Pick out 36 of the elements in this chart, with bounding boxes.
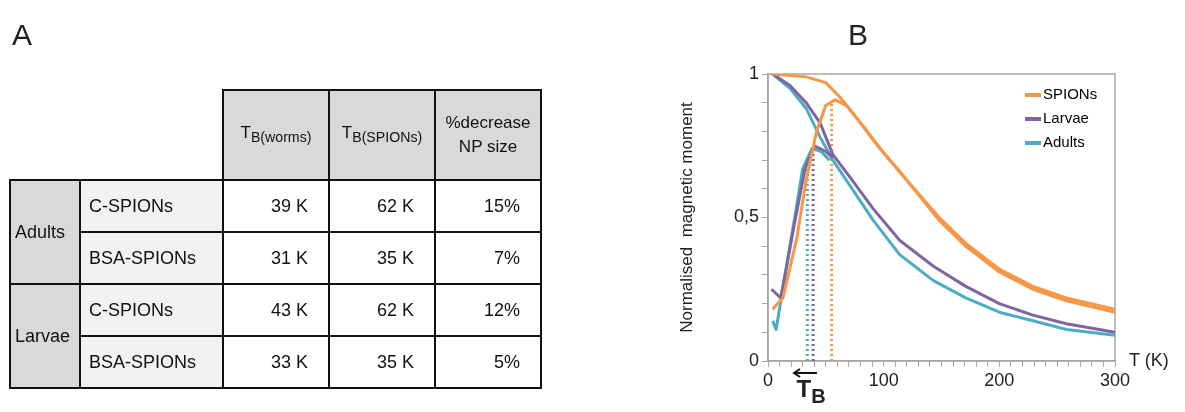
x-axis-title: T (K) (1129, 349, 1169, 370)
text: T$_{B(SPIONs)}$ (329, 90, 435, 180)
text: Larvae (10, 284, 80, 388)
text: %decrease NP size (435, 90, 541, 180)
annotation: T$_{B}$ (796, 375, 826, 408)
text: 15% (435, 180, 541, 232)
text: C-SPIONs (80, 180, 223, 232)
text: 12% (435, 284, 541, 336)
text: C-SPIONs (80, 284, 223, 336)
text: 35 K (329, 232, 435, 284)
y-axis-title: Normalised magnetic moment (676, 101, 696, 333)
x-tick-label: 300 (1099, 369, 1131, 390)
text: 39 K (223, 180, 329, 232)
legend-label: Larvae (1042, 108, 1090, 128)
x-tick-label: 0 (762, 369, 774, 390)
text: T$_{B(worms)}$ (223, 90, 329, 180)
y-tick-label: 1 (748, 62, 759, 83)
text: 62 K (329, 180, 435, 232)
legend-label: SPIONs (1042, 84, 1098, 104)
text: 35 K (329, 336, 435, 388)
text: Adults (10, 180, 80, 284)
text: BSA-SPIONs (80, 336, 223, 388)
text: 5% (435, 336, 541, 388)
text: BSA-SPIONs (80, 232, 223, 284)
x-tick-label: 100 (868, 369, 899, 390)
y-tick-label: 0,5 (733, 206, 759, 227)
text: A (12, 18, 33, 52)
x-tick-label: 200 (984, 369, 1015, 390)
text: 62 K (329, 284, 435, 336)
text: 33 K (223, 336, 329, 388)
text: 7% (435, 232, 541, 284)
chart-title: B (848, 18, 869, 52)
text: 31 K (223, 232, 329, 284)
y-tick-label: 0 (748, 349, 759, 370)
text: 43 K (223, 284, 329, 336)
legend-label: Adults (1042, 132, 1086, 152)
